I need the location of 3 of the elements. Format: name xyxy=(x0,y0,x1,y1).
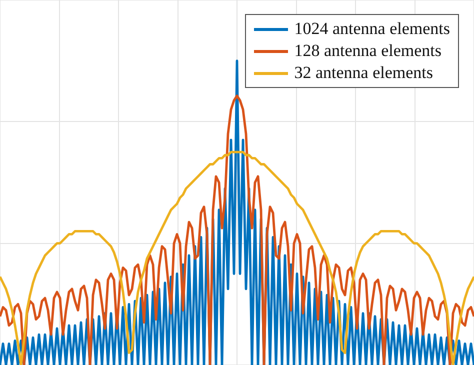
legend-label: 128 antenna elements xyxy=(294,40,442,62)
legend-label: 1024 antenna elements xyxy=(294,18,450,40)
legend-label: 32 antenna elements xyxy=(294,62,433,84)
